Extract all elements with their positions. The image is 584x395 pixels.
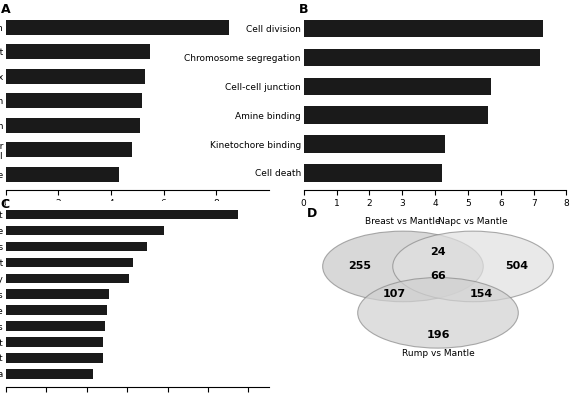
Bar <box>6 210 238 220</box>
Text: 196: 196 <box>426 330 450 340</box>
Bar <box>304 20 544 37</box>
Ellipse shape <box>322 231 484 302</box>
Text: B: B <box>298 3 308 16</box>
Text: C: C <box>1 198 10 211</box>
Bar <box>6 142 132 157</box>
Text: D: D <box>307 207 317 220</box>
Bar <box>304 78 491 95</box>
Bar <box>6 305 107 315</box>
Bar <box>6 369 93 379</box>
Bar <box>6 44 151 59</box>
Bar <box>6 322 105 331</box>
Bar <box>6 274 129 283</box>
Bar <box>6 290 109 299</box>
Text: Breast vs Mantle: Breast vs Mantle <box>365 217 441 226</box>
Bar <box>6 242 147 251</box>
Bar <box>304 49 540 66</box>
Bar <box>304 164 442 182</box>
Bar <box>6 258 133 267</box>
Text: 107: 107 <box>383 289 406 299</box>
Text: 24: 24 <box>430 246 446 257</box>
Text: A: A <box>1 3 10 16</box>
Bar <box>6 226 164 235</box>
Text: Rump vs Mantle: Rump vs Mantle <box>402 349 474 358</box>
Bar <box>6 167 119 182</box>
Text: 255: 255 <box>347 261 371 271</box>
Bar <box>6 118 140 133</box>
Ellipse shape <box>357 278 518 348</box>
Bar <box>304 107 488 124</box>
Text: 66: 66 <box>430 271 446 281</box>
Bar <box>6 69 145 84</box>
Text: Napc vs Mantle: Napc vs Mantle <box>438 217 508 226</box>
Text: 504: 504 <box>505 261 529 271</box>
Ellipse shape <box>392 231 554 302</box>
Bar <box>6 353 103 363</box>
Bar <box>304 135 445 152</box>
Bar <box>6 337 103 347</box>
Text: 154: 154 <box>470 289 493 299</box>
Bar <box>6 93 142 108</box>
Bar <box>6 20 229 35</box>
